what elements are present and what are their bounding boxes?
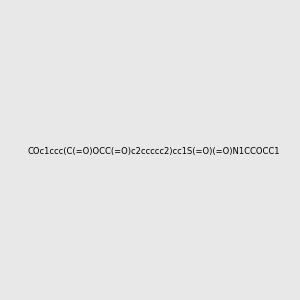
Text: COc1ccc(C(=O)OCC(=O)c2ccccc2)cc1S(=O)(=O)N1CCOCC1: COc1ccc(C(=O)OCC(=O)c2ccccc2)cc1S(=O)(=O…: [28, 147, 280, 156]
